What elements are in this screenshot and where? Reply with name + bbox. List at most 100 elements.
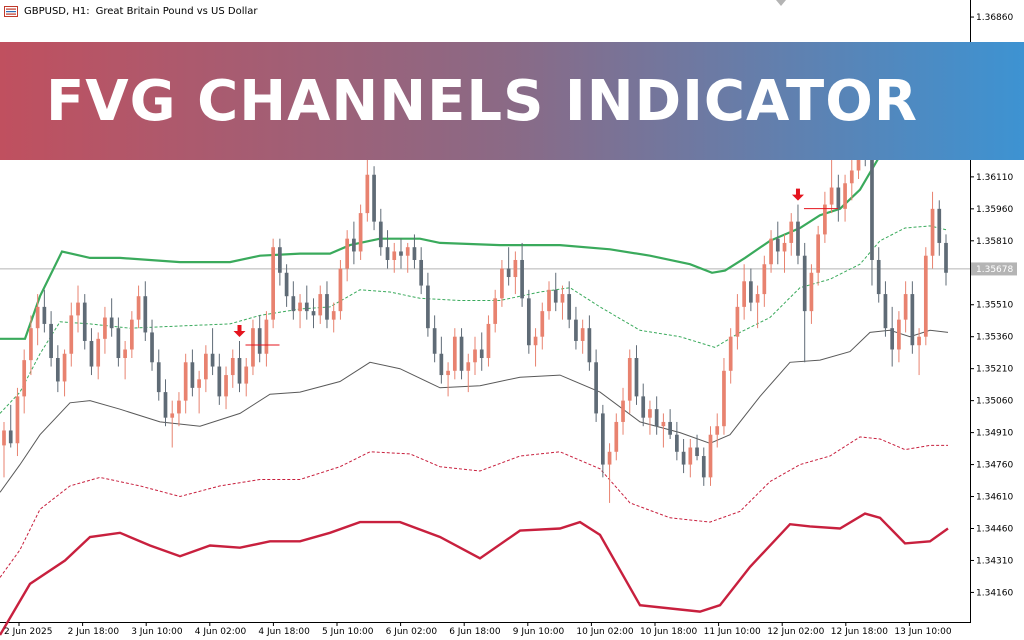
time-tick-label: 4 Jun 02:00 — [195, 627, 247, 637]
candle-body — [937, 208, 942, 243]
candle-body — [284, 272, 289, 297]
candle-body — [244, 366, 249, 384]
candle-body — [298, 302, 302, 312]
price-tick-label: 1.34160 — [976, 588, 1013, 598]
candle-body — [722, 370, 726, 427]
time-tick-label: 3 Jun 10:00 — [131, 627, 183, 637]
candle-body — [607, 451, 612, 465]
candle-body — [143, 296, 148, 333]
candle-body — [123, 349, 127, 359]
candle-body — [399, 251, 403, 256]
current-price-tag: 1.35678 — [971, 262, 1017, 276]
candle-body — [769, 238, 773, 265]
candle-body — [129, 319, 134, 350]
scroll-marker-icon[interactable] — [776, 0, 786, 6]
candle-body — [136, 296, 141, 320]
candle-body — [829, 187, 834, 205]
candle-body — [648, 409, 652, 418]
time-axis: 2 Jun 2025 2 Jun 18:00 3 Jun 10:00 4 Jun 02… — [4, 622, 952, 637]
candle-body — [352, 238, 356, 252]
candle-body — [412, 247, 417, 260]
candle-body — [452, 336, 457, 371]
candle-body — [479, 349, 484, 359]
candle-body — [520, 259, 524, 299]
candle-body — [500, 268, 504, 299]
candle-body — [560, 294, 565, 303]
candle-body — [849, 170, 854, 184]
candle-body — [681, 451, 686, 465]
candle-body — [540, 311, 545, 337]
candle-body — [876, 259, 881, 295]
candle-body — [843, 183, 847, 209]
candle-body — [82, 302, 87, 341]
candle-body — [526, 298, 531, 346]
candle-body — [580, 328, 585, 341]
candle-body — [695, 447, 699, 457]
candle-body — [587, 328, 592, 363]
candle-body — [930, 208, 935, 256]
candle-body — [654, 409, 659, 427]
time-tick-label: 13 Jun 10:00 — [894, 627, 951, 637]
candle-body — [55, 358, 60, 382]
candle-body — [917, 336, 921, 346]
band-lower_inner — [0, 436, 948, 578]
price-tick-label: 1.34460 — [976, 524, 1013, 534]
candle-body — [392, 251, 397, 260]
candle-body — [405, 247, 410, 256]
title-banner: FVG CHANNELS INDICATOR — [0, 42, 1024, 160]
band-middle — [0, 329, 949, 493]
band-upper_inner — [0, 225, 949, 414]
candle-body — [311, 311, 316, 316]
candle-body — [890, 328, 895, 350]
candle-body — [802, 255, 807, 312]
time-tick-label: 10 Jun 02:00 — [576, 627, 633, 637]
candle-body — [170, 413, 175, 418]
candle-body — [823, 204, 827, 235]
candle-body — [15, 396, 20, 444]
candle-body — [816, 234, 821, 273]
candle-body — [96, 338, 101, 367]
candle-body — [8, 430, 13, 444]
current-price-label: 1.35678 — [976, 265, 1013, 275]
candle-body — [89, 340, 94, 367]
candle-body — [163, 392, 168, 418]
candle-body — [627, 358, 632, 401]
candle-body — [459, 336, 464, 371]
symbol-window-icon — [4, 5, 18, 17]
candle-body — [708, 434, 713, 478]
candle-body — [762, 264, 767, 295]
price-tick-label: 1.34610 — [976, 493, 1013, 503]
candle-body — [621, 400, 625, 422]
candle-body — [897, 319, 901, 350]
candle-body — [35, 306, 40, 329]
candle-body — [331, 311, 336, 320]
candle-body — [150, 332, 154, 363]
candle-body — [661, 421, 666, 427]
time-tick-label: 4 Jun 18:00 — [258, 627, 310, 637]
candle-body — [944, 242, 948, 273]
candle-body — [775, 238, 780, 252]
candle-body — [156, 362, 161, 393]
candle-body — [291, 296, 296, 312]
symbol-label: GBPUSD, H1: — [24, 5, 90, 17]
price-tick-label: 1.35060 — [976, 397, 1013, 407]
candle-body — [533, 336, 538, 346]
candle-body — [755, 294, 760, 303]
fvg-channel-bands — [0, 135, 949, 636]
candle-body — [668, 421, 672, 435]
price-tick-label: 1.35810 — [976, 237, 1013, 247]
band-lower_band — [0, 512, 949, 636]
candle-body — [251, 328, 255, 367]
candle-body — [547, 289, 551, 312]
time-tick-label: 2 Jun 2025 — [4, 627, 52, 637]
candle-body — [446, 370, 450, 376]
candle-body — [486, 323, 491, 359]
candle-body — [567, 294, 572, 320]
candle-body — [910, 294, 915, 346]
candle-body — [257, 328, 262, 354]
candle-body — [42, 306, 47, 324]
candles-layer — [2, 123, 948, 503]
candle-body — [614, 421, 619, 452]
candle-body — [574, 319, 578, 341]
chart-header: GBPUSD, H1: Great Britain Pound vs US Do… — [4, 2, 258, 20]
